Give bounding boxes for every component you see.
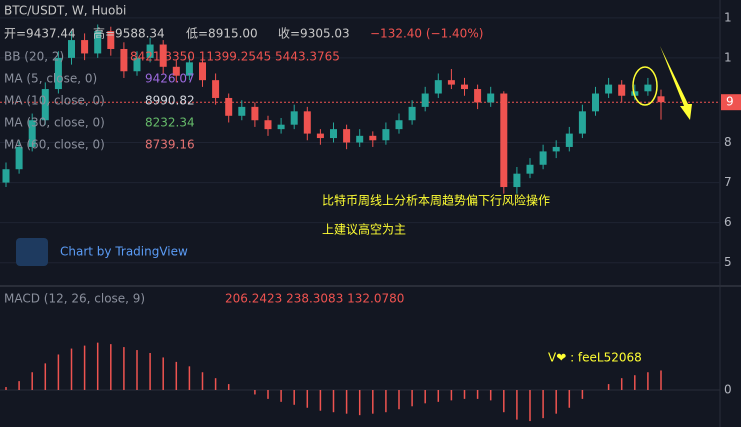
- down-arrow: [660, 46, 692, 120]
- candle-body: [316, 133, 324, 139]
- candle-body: [15, 146, 23, 170]
- candle-body: [199, 62, 206, 81]
- candle-body: [644, 84, 652, 92]
- symbol[interactable]: BTC/USDT, W, Huobi: [4, 4, 126, 18]
- contact: V❤ : feeL52068: [548, 351, 642, 365]
- candle-body: [238, 106, 246, 116]
- indicator-name: BB (20, 2): [4, 50, 64, 64]
- last-price-label: 9: [726, 95, 734, 109]
- candle-body: [146, 44, 154, 58]
- candle-body: [421, 93, 429, 107]
- candle-body: [81, 40, 89, 54]
- candle-body: [552, 146, 560, 152]
- candle-body: [54, 57, 62, 90]
- candle-body: [212, 80, 220, 98]
- indicator-values: 8421.3350 11399.2545 5443.3765: [130, 50, 340, 64]
- ohlc-high: 高=9588.34: [93, 26, 165, 41]
- y-tick-label: 5: [724, 255, 732, 269]
- indicator-values: 8990.82: [145, 94, 195, 108]
- ohlc-close: 收=9305.03: [278, 27, 350, 41]
- indicator-name: MA (30, close, 0): [4, 116, 105, 130]
- y-tick-label: 7: [724, 175, 732, 189]
- candle-body: [526, 164, 534, 174]
- candle-body: [68, 40, 75, 58]
- candle-body: [2, 169, 10, 183]
- candle-body: [185, 62, 193, 76]
- candle-body: [474, 89, 482, 103]
- candle-body: [28, 120, 36, 147]
- candle-body: [277, 124, 285, 130]
- candle-body: [539, 151, 547, 165]
- candle-body: [631, 91, 639, 96]
- candle-body: [41, 89, 49, 121]
- annotation: 比特币周线上分析本周趋势偏下行风险操作: [322, 193, 550, 208]
- ohlc-low: 低=8915.00: [186, 27, 258, 41]
- candle-body: [330, 129, 337, 139]
- candle-body: [172, 66, 180, 76]
- candle-body: [461, 84, 468, 90]
- candle-body: [159, 44, 167, 67]
- candle-body: [500, 93, 508, 188]
- candle-body: [382, 129, 390, 141]
- indicator-name: MA (60, close, 0): [4, 138, 105, 152]
- y-tick-label: 8: [724, 135, 732, 149]
- tv-logo: [16, 238, 48, 266]
- annotation: 上建议高空为主: [322, 222, 406, 237]
- ohlc-change: −132.40 (−1.40%): [370, 27, 483, 41]
- y-tick-label: 1: [724, 10, 732, 24]
- candle-body: [605, 84, 613, 94]
- macd-zero-label: 0: [724, 383, 732, 397]
- candle-body: [303, 111, 311, 134]
- candle-body: [133, 57, 141, 72]
- candle-body: [251, 106, 259, 121]
- candle-body: [290, 111, 298, 125]
- y-tick-label: 6: [724, 215, 732, 229]
- last-price-box: [721, 94, 741, 111]
- candle-body: [107, 31, 115, 49]
- macd-values: 206.2423 238.3083 132.0780: [225, 292, 404, 306]
- highlight-circle: [632, 66, 658, 106]
- candle-body: [565, 133, 573, 147]
- macd-name: MACD (12, 26, close, 9): [4, 292, 145, 306]
- candle-body: [657, 96, 665, 103]
- candle-body: [264, 120, 272, 130]
- candle-body: [513, 173, 521, 188]
- candle-body: [447, 80, 455, 85]
- candle-body: [94, 31, 102, 54]
- indicator-name: MA (5, close, 0): [4, 72, 97, 86]
- candle-body: [434, 80, 442, 94]
- candle-body: [592, 93, 599, 112]
- candle-body: [225, 97, 233, 116]
- watermark: Chart by TradingView: [60, 245, 188, 259]
- candle-body: [120, 48, 128, 72]
- candle-body: [618, 84, 626, 96]
- candle-body: [343, 129, 351, 143]
- candle-body: [395, 120, 403, 130]
- indicator-values: 8232.34: [145, 116, 195, 130]
- indicator-values: 8739.16: [145, 138, 195, 152]
- y-tick-label: 1: [724, 50, 732, 64]
- indicator-name: MA (10, close, 0): [4, 94, 105, 108]
- ohlc-open: 开=9437.44: [4, 27, 76, 41]
- candle-body: [408, 106, 416, 121]
- candle-body: [356, 135, 364, 143]
- candle-body: [578, 111, 586, 134]
- candle-body: [487, 93, 495, 103]
- candle-body: [369, 135, 377, 141]
- indicator-values: 9426.07: [145, 72, 195, 86]
